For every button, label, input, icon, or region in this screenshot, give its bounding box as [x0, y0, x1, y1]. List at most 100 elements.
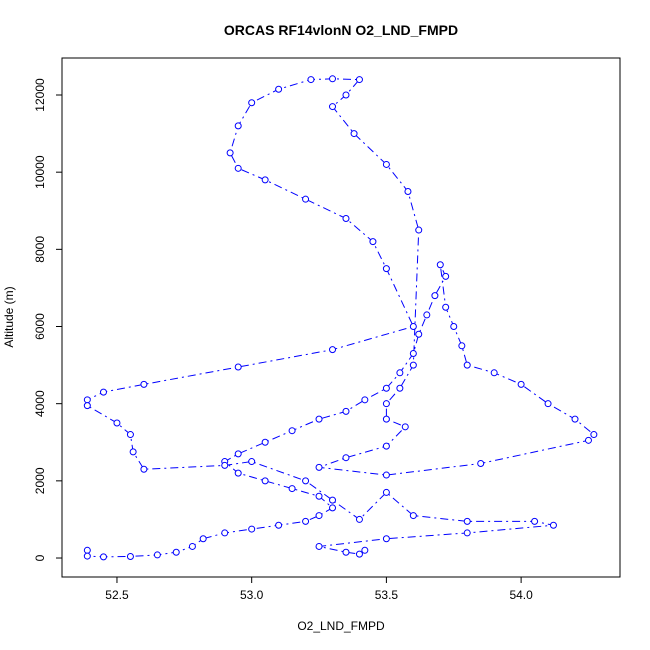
point — [463, 361, 471, 369]
point — [315, 492, 323, 500]
point — [261, 477, 269, 485]
point — [188, 542, 196, 550]
point — [442, 272, 450, 280]
point — [342, 214, 350, 222]
series-line — [86, 78, 595, 558]
point — [261, 438, 269, 446]
point — [382, 400, 390, 408]
point — [415, 226, 423, 234]
point — [396, 369, 404, 377]
point — [329, 504, 337, 512]
point — [361, 546, 369, 554]
point — [342, 91, 350, 99]
point — [409, 361, 417, 369]
point — [396, 384, 404, 392]
point — [126, 431, 134, 439]
point — [355, 76, 363, 84]
point — [584, 436, 592, 444]
point — [571, 415, 579, 423]
point — [450, 323, 458, 331]
point — [423, 311, 431, 319]
point — [415, 330, 423, 338]
point — [315, 512, 323, 520]
y-tick-label: 2000 — [33, 467, 47, 494]
point — [382, 160, 390, 168]
y-tick-label: 0 — [33, 554, 47, 561]
point — [361, 396, 369, 404]
point — [83, 552, 91, 560]
point — [288, 485, 296, 493]
point — [221, 529, 229, 537]
point — [234, 122, 242, 130]
point — [404, 187, 412, 195]
point — [129, 448, 137, 456]
point — [342, 548, 350, 556]
point — [531, 517, 539, 525]
plot-frame — [61, 57, 621, 578]
point — [153, 551, 161, 559]
x-tick-label: 54.0 — [509, 588, 533, 602]
point — [463, 517, 471, 525]
point — [490, 369, 498, 377]
point — [261, 176, 269, 184]
point — [275, 85, 283, 93]
point — [382, 442, 390, 450]
x-tick-label: 53.0 — [240, 588, 264, 602]
point — [221, 461, 229, 469]
point — [382, 471, 390, 479]
point — [172, 548, 180, 556]
point — [302, 195, 310, 203]
point — [329, 346, 337, 354]
point — [113, 419, 121, 427]
point — [342, 454, 350, 462]
point — [288, 427, 296, 435]
x-tick-label: 53.5 — [375, 588, 399, 602]
point — [248, 525, 256, 533]
point — [302, 477, 310, 485]
point — [458, 342, 466, 350]
point — [355, 550, 363, 558]
point — [590, 431, 598, 439]
y-axis-label: Altitude (m) — [2, 286, 16, 347]
point — [99, 553, 107, 561]
point — [315, 542, 323, 550]
point — [234, 363, 242, 371]
point — [315, 463, 323, 471]
point — [382, 384, 390, 392]
point — [382, 415, 390, 423]
point — [140, 465, 148, 473]
point — [409, 323, 417, 331]
point — [549, 521, 557, 529]
point — [431, 292, 439, 300]
x-axis-label: O2_LND_FMPD — [297, 619, 385, 633]
point — [329, 496, 337, 504]
point — [382, 265, 390, 273]
point — [248, 99, 256, 107]
point — [126, 552, 134, 560]
point — [226, 149, 234, 157]
point — [234, 469, 242, 477]
y-tick-label: 12000 — [33, 78, 47, 112]
x-tick-label: 52.5 — [105, 588, 129, 602]
point — [307, 76, 315, 84]
point — [302, 517, 310, 525]
point — [199, 535, 207, 543]
point — [315, 415, 323, 423]
point — [409, 512, 417, 520]
point — [140, 380, 148, 388]
point — [248, 458, 256, 466]
point — [350, 130, 358, 138]
point — [544, 400, 552, 408]
point — [409, 350, 417, 358]
point — [369, 238, 377, 246]
point — [342, 407, 350, 415]
point — [355, 515, 363, 523]
y-tick-label: 4000 — [33, 390, 47, 417]
point — [234, 450, 242, 458]
point — [83, 402, 91, 410]
point — [382, 535, 390, 543]
y-tick-label: 8000 — [33, 236, 47, 263]
point — [382, 488, 390, 496]
point — [401, 423, 409, 431]
